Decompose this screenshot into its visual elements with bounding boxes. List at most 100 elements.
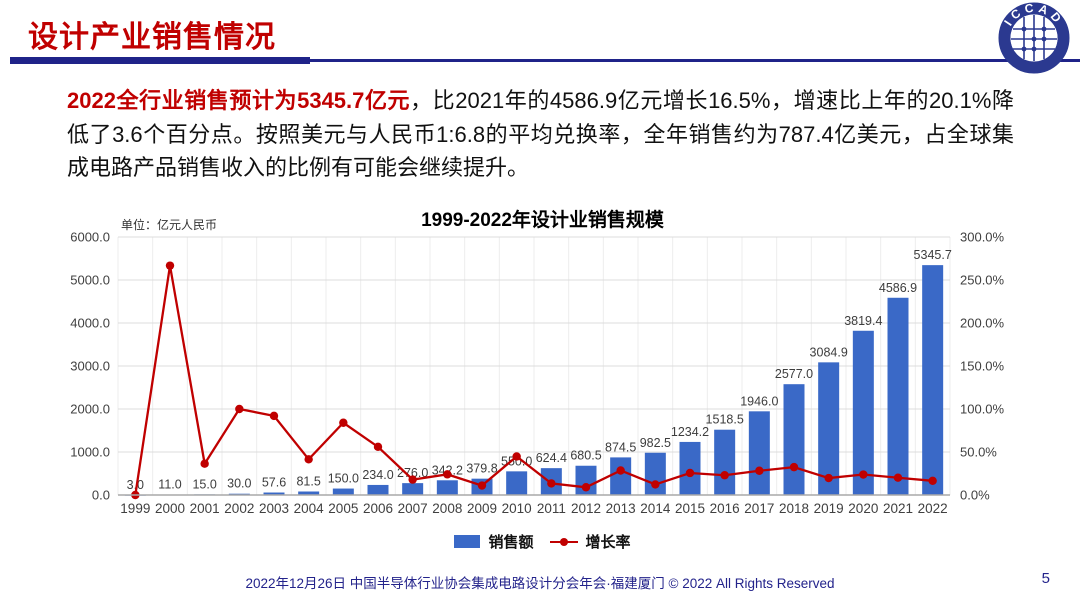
legend-growth-label: 增长率: [585, 534, 631, 551]
x-axis-label: 2007: [398, 501, 428, 516]
growth-line-marker: [581, 483, 591, 492]
growth-line-marker: [859, 470, 868, 479]
right-axis-tick: 50.0%: [960, 445, 997, 460]
summary-highlight: 2022全行业销售预计为5345.7亿元: [67, 88, 411, 113]
x-axis-label: 2000: [155, 501, 185, 516]
bar-value-label: 624.4: [536, 451, 567, 465]
sales-chart: 0.0 0.0% 1000.0 50.0% 2000.0 100.0% 3000.0 150.…: [55, 203, 1030, 558]
bar-value-label: 379.8: [466, 462, 497, 476]
left-axis-tick: 4000.0: [70, 316, 110, 331]
growth-line-marker: [339, 418, 348, 427]
growth-line-marker: [720, 471, 729, 480]
x-axis-label: 2003: [259, 501, 289, 516]
x-axis-label: 2021: [883, 501, 913, 516]
x-axis-label: 2006: [363, 501, 393, 516]
title-underline-thick: [10, 57, 310, 64]
right-axis-tick: 250.0%: [960, 273, 1005, 288]
growth-line-marker: [755, 466, 764, 475]
chart-title: 1999-2022年设计业销售规模: [421, 210, 664, 231]
summary-paragraph: 2022全行业销售预计为5345.7亿元，比2021年的4586.9亿元增长16…: [67, 84, 1014, 185]
bar: [402, 483, 424, 495]
logo-grid-dots: [1021, 26, 1047, 52]
sales-swatch-icon: [454, 535, 481, 548]
right-axis-tick: 200.0%: [960, 316, 1005, 331]
x-axis-label: 2004: [294, 501, 325, 516]
logo-ring: [998, 2, 1070, 74]
bar: [714, 429, 736, 495]
growth-line-marker: [928, 476, 937, 486]
growth-line-marker: [304, 455, 313, 464]
bar: [818, 362, 840, 495]
bar-value-label: 150.0: [328, 472, 359, 486]
growth-line-marker: [443, 470, 452, 479]
bar: [610, 457, 632, 495]
growth-line-marker: [685, 468, 695, 478]
growth-line-marker: [512, 452, 521, 461]
x-axis-label: 2010: [502, 501, 532, 516]
bar-value-label: 15.0: [192, 477, 216, 491]
bar-value-label: 3084.9: [810, 345, 848, 359]
bar-value-label: 1234.2: [671, 425, 709, 439]
left-axis-tick: 2000.0: [70, 402, 110, 417]
bar: [852, 330, 874, 495]
growth-line-marker: [477, 481, 487, 490]
growth-line-marker: [547, 479, 556, 488]
bar: [263, 492, 285, 495]
left-axis-tick: 5000.0: [70, 273, 110, 288]
bar-value-label: 81.5: [296, 474, 320, 488]
bar: [506, 471, 528, 495]
x-axis-label: 2009: [467, 501, 497, 516]
left-axis-tick: 0.0: [92, 488, 110, 503]
bar: [679, 441, 701, 495]
bar-value-label: 57.6: [262, 476, 286, 490]
chart-legend: 销售额 增长率: [55, 531, 1030, 552]
bar-value-label: 234.0: [362, 468, 393, 482]
bar-value-label: 30.0: [227, 477, 251, 491]
growth-line-marker: [269, 411, 279, 421]
bar-value-label: 5345.7: [914, 248, 952, 262]
x-axis-label: 2005: [328, 501, 358, 516]
bar-value-label: 1518.5: [706, 413, 744, 427]
bar-value-label: 680.5: [570, 449, 601, 463]
growth-line-marker: [651, 480, 660, 489]
legend-item-sales: 销售额: [454, 531, 534, 552]
bar: [332, 488, 354, 495]
x-axis-label: 2013: [606, 501, 636, 516]
growth-line: [134, 265, 933, 496]
bar-value-label: 2577.0: [775, 367, 813, 381]
bar-value-label: 1946.0: [740, 394, 778, 408]
bar: [436, 480, 458, 495]
title-underline-thin: [310, 59, 1080, 62]
growth-line-marker: [893, 473, 903, 482]
right-axis-tick: 300.0%: [960, 230, 1005, 245]
bar: [644, 452, 666, 495]
bar-value-label: 982.5: [640, 436, 671, 450]
growth-swatch-icon: [549, 535, 578, 548]
page-title: 设计产业销售情况: [28, 21, 276, 54]
x-axis-label: 2022: [918, 501, 948, 516]
left-axis-tick: 1000.0: [70, 445, 110, 460]
summary-body: ，比2021年的4586.9亿元增长16.5%，增速比上年的20.1%降低了3.…: [67, 88, 1014, 180]
growth-line-marker: [165, 261, 175, 270]
bar: [783, 384, 805, 495]
chart-canvas: 0.0 0.0% 1000.0 50.0% 2000.0 100.0% 3000.0 150.…: [70, 230, 1005, 517]
x-axis-label: 2012: [571, 501, 601, 516]
x-axis-label: 2018: [779, 501, 809, 516]
bar: [922, 265, 944, 495]
x-axis-label: 2001: [190, 501, 220, 516]
x-axis-label: 2019: [814, 501, 844, 516]
x-axis-label: 2002: [224, 501, 254, 516]
growth-line-marker: [408, 475, 417, 484]
bar: [298, 491, 320, 495]
x-axis-label: 1999: [120, 501, 150, 516]
x-axis-label: 2008: [432, 501, 462, 516]
chart-unit-label: 单位：亿元人民币: [121, 218, 218, 232]
growth-line-marker: [824, 473, 833, 483]
growth-line-marker: [373, 442, 383, 452]
right-axis-tick: 0.0%: [960, 488, 990, 503]
page-number: 5: [1041, 570, 1050, 587]
growth-line-marker: [235, 404, 244, 414]
bar-value-label: 874.5: [605, 440, 636, 454]
bar-value-label: 3819.4: [844, 314, 882, 328]
